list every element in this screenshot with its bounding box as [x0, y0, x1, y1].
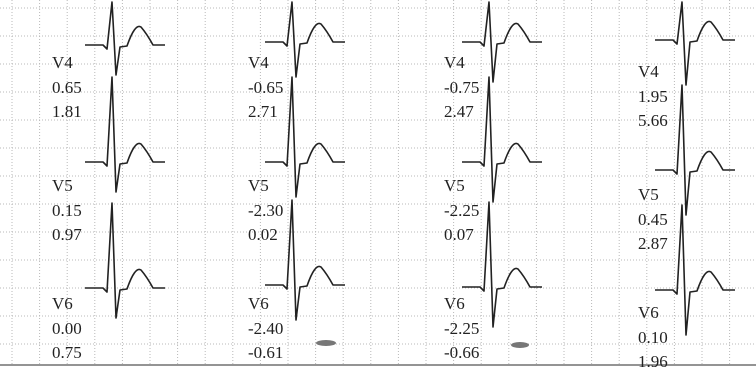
lead-value: 1.81: [52, 102, 82, 121]
lead-label: V5: [52, 176, 73, 195]
ecg-sheet: V4 0.65 1.81 V5 0.15 0.97 V6 0.00 0.75 V4 -0.65 2.7…: [0, 0, 756, 370]
lead-label: V5: [444, 176, 465, 195]
lead-value: 0.07: [444, 225, 474, 244]
lead-value: 5.66: [638, 111, 668, 130]
lead-value: 0.65: [52, 78, 82, 97]
lead-value: 0.10: [638, 328, 668, 347]
lead-value: 0.00: [52, 319, 82, 338]
mark: [316, 340, 336, 346]
lead-label: V6: [638, 303, 659, 322]
lead-value: 2.47: [444, 102, 474, 121]
lead-label: V5: [248, 176, 269, 195]
lead-value: -2.30: [248, 201, 283, 220]
mark: [511, 342, 529, 348]
lead-value: 0.97: [52, 225, 82, 244]
lead-label: V4: [444, 53, 465, 72]
lead-value: -0.65: [248, 78, 283, 97]
lead-value: 2.71: [248, 102, 278, 121]
lead-value: -2.25: [444, 201, 479, 220]
lead-value: 1.95: [638, 87, 668, 106]
lead-label: V6: [248, 294, 269, 313]
lead-value: 2.87: [638, 234, 668, 253]
lead-label: V4: [52, 53, 73, 72]
lead-label: V5: [638, 185, 659, 204]
lead-label: V4: [248, 53, 269, 72]
lead-value: -2.40: [248, 319, 283, 338]
lead-value: 1.96: [638, 352, 668, 370]
lead-value: -0.75: [444, 78, 479, 97]
lead-value: -0.66: [444, 343, 479, 362]
lead-label: V4: [638, 62, 659, 81]
lead-value: 0.45: [638, 210, 668, 229]
lead-label: V6: [52, 294, 73, 313]
lead-value: 0.02: [248, 225, 278, 244]
lead-value: 0.15: [52, 201, 82, 220]
lead-label: V6: [444, 294, 465, 313]
lead-value: 0.75: [52, 343, 82, 362]
lead-value: -0.61: [248, 343, 283, 362]
lead-value: -2.25: [444, 319, 479, 338]
